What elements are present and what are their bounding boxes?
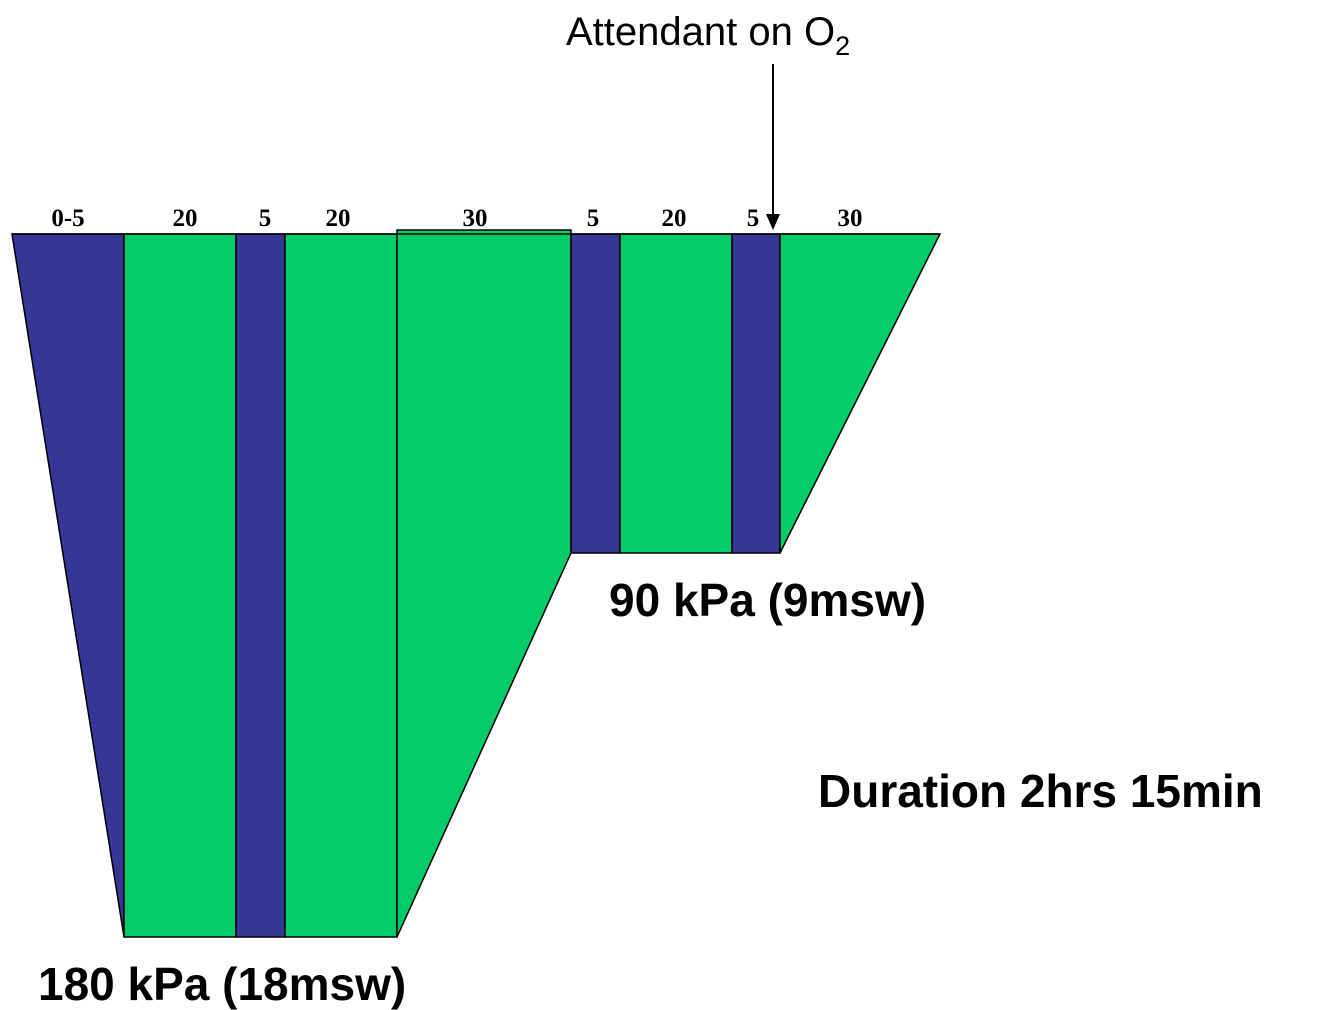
deep-pressure-label: 180 kPa (18msw) bbox=[38, 958, 406, 1010]
segment-label-compression: 0-5 bbox=[51, 205, 84, 232]
segment-ascent-oxygen bbox=[396, 229, 572, 938]
segment-time-labels: 0-5 20 5 20 30 5 20 5 30 bbox=[51, 205, 862, 232]
segment-shallow-air-break-2 bbox=[731, 233, 781, 554]
duration-label: Duration 2hrs 15min bbox=[818, 765, 1263, 817]
segment-decompression-oxygen bbox=[779, 233, 942, 554]
annotation-text: Attendant on O2 bbox=[566, 10, 850, 61]
attendant-annotation: Attendant on O2 bbox=[566, 10, 850, 230]
segment-label-shallow-air-break-2: 5 bbox=[747, 205, 760, 232]
segment-compression-air bbox=[11, 233, 125, 938]
profile-segments bbox=[11, 229, 942, 938]
shallow-pressure-label: 90 kPa (9msw) bbox=[609, 574, 926, 626]
annotation-arrow-head bbox=[766, 214, 780, 230]
segment-shallow-air-break-1 bbox=[570, 233, 621, 554]
segment-label-decompression: 30 bbox=[838, 205, 863, 232]
segment-label-deep-oxygen-2: 20 bbox=[326, 205, 351, 232]
segment-shallow-oxygen bbox=[619, 233, 733, 554]
segment-label-shallow-oxygen: 20 bbox=[662, 205, 687, 232]
segment-label-ascent-oxygen: 30 bbox=[463, 205, 488, 232]
segment-deep-oxygen-1 bbox=[123, 233, 237, 938]
segment-deep-air-break-1 bbox=[235, 233, 286, 938]
segment-label-shallow-air-break-1: 5 bbox=[587, 205, 600, 232]
segment-label-deep-air-break-1: 5 bbox=[259, 205, 272, 232]
segment-label-deep-oxygen-1: 20 bbox=[173, 205, 198, 232]
segment-deep-oxygen-2 bbox=[284, 233, 398, 938]
